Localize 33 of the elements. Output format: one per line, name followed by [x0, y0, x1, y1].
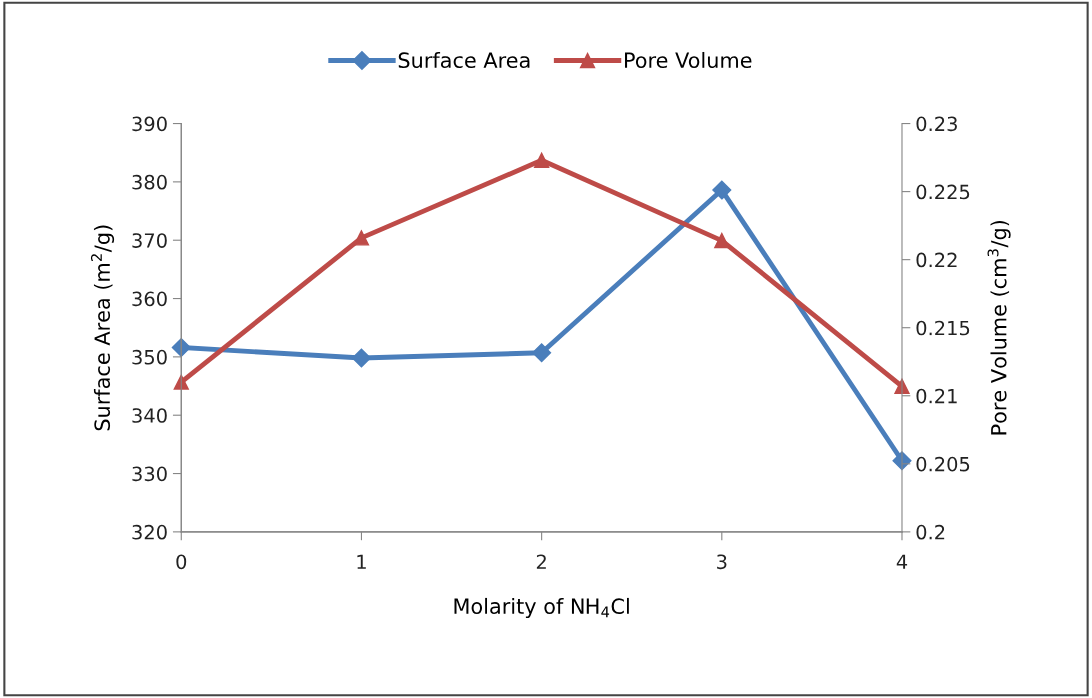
- x-tick-label: 1: [357, 554, 366, 569]
- x-axis-title: Molarity of NH$_{4}$Cl: [454, 597, 629, 619]
- y-tick-label: 320: [132, 524, 167, 540]
- x-tick-label: 0: [176, 554, 187, 570]
- point: [173, 374, 189, 390]
- y-tick-label: 370: [132, 233, 167, 248]
- y2-tick-label: 0.23: [916, 116, 957, 132]
- y2-tick-label: 0.2: [916, 524, 945, 540]
- y-axis-title: Surface Area (m$^{2}$/g): [90, 225, 115, 431]
- y-tick-label: 380: [132, 174, 167, 190]
- y2-tick-label: 0.22: [916, 252, 957, 268]
- y-tick-label: 340: [132, 408, 167, 423]
- point: [712, 180, 732, 200]
- y-tick-label: 360: [132, 291, 167, 307]
- y2-tick-label: 0.21: [916, 388, 957, 404]
- x-tick-label: 4: [896, 554, 908, 569]
- y-tick-label: 350: [132, 349, 167, 365]
- legend-label: Pore Volume: [625, 51, 752, 69]
- point: [533, 152, 550, 168]
- legend-label: Surface Area: [398, 51, 530, 69]
- x-tick-label: 3: [717, 554, 727, 570]
- y2-axis-title: Pore Volume (cm$^{3}$/g): [987, 220, 1011, 435]
- y2-tick-label: 0.205: [916, 456, 970, 472]
- point: [353, 230, 370, 246]
- point: [351, 348, 371, 368]
- y2-tick-label: 0.215: [916, 320, 970, 336]
- point: [171, 338, 191, 358]
- y-tick-label: 330: [132, 466, 167, 482]
- x-tick-label: 2: [536, 554, 546, 569]
- y-tick-label: 390: [132, 116, 167, 132]
- point: [714, 232, 730, 249]
- y2-tick-label: 0.225: [916, 184, 970, 200]
- point: [532, 343, 552, 363]
